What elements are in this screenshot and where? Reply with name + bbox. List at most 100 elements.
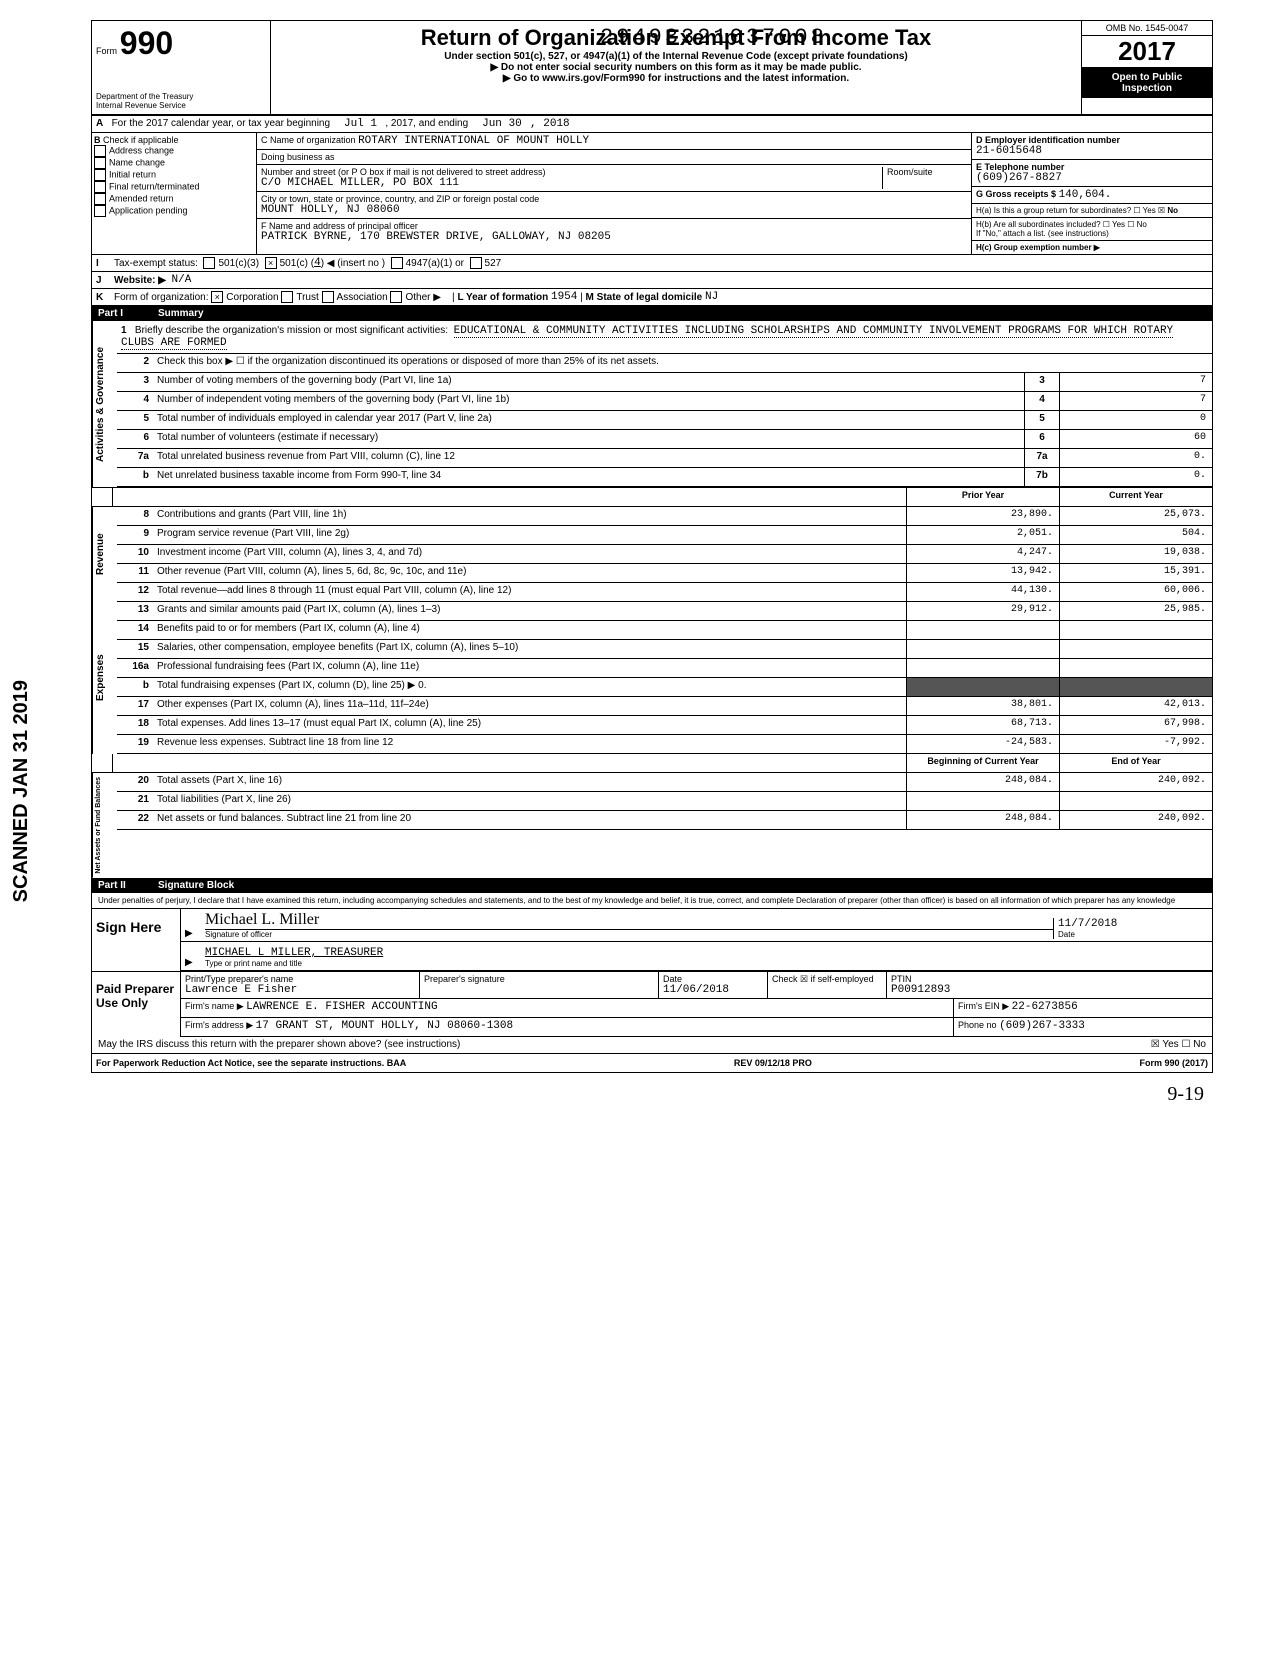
website-value: N/A [172, 274, 192, 286]
row-desc: Investment income (Part VIII, column (A)… [153, 545, 906, 563]
g6-box: 6 [1024, 430, 1059, 448]
row-num: 19 [117, 735, 153, 753]
row-num: 14 [117, 621, 153, 639]
cb-corp[interactable]: × [211, 291, 223, 303]
row-num: 9 [117, 526, 153, 544]
cb-pending[interactable] [94, 205, 106, 217]
row-num: 13 [117, 602, 153, 620]
row-prior: 23,890. [906, 507, 1059, 525]
g7b-desc: Net unrelated business taxable income fr… [153, 468, 1024, 486]
row-desc: Benefits paid to or for members (Part IX… [153, 621, 906, 639]
cb-amended[interactable] [94, 193, 106, 205]
state-label: M State of legal domicile [586, 292, 703, 303]
sign-block: Sign Here ▶ Michael L. Miller Signature … [92, 908, 1212, 971]
c-name-label: C Name of organization [261, 135, 356, 145]
row-desc: Total revenue—add lines 8 through 11 (mu… [153, 583, 906, 601]
row-num: 10 [117, 545, 153, 563]
cb-527[interactable] [470, 257, 482, 269]
table-row: 22Net assets or fund balances. Subtract … [117, 811, 1212, 830]
row-curr: 25,985. [1059, 602, 1212, 620]
row-desc: Total fundraising expenses (Part IX, col… [153, 678, 906, 696]
opt-527: 527 [485, 258, 502, 269]
line-k: K Form of organization: ×Corporation Tru… [92, 289, 1212, 306]
prep-date: 11/06/2018 [663, 984, 729, 996]
part-2-label: Part II [98, 880, 158, 891]
g6-num: 6 [117, 430, 153, 448]
row-curr: 60,006. [1059, 583, 1212, 601]
row-curr: 240,092. [1059, 811, 1212, 829]
g7b-num: b [117, 468, 153, 486]
prep-date-label: Date [663, 974, 682, 984]
g5-box: 5 [1024, 411, 1059, 429]
opt-amended: Amended return [109, 193, 174, 203]
subtitle-2: ▶ Do not enter social security numbers o… [275, 62, 1077, 73]
opt-suffix: ) ◀ (insert no ) [321, 258, 385, 269]
row-desc: Program service revenue (Part VIII, line… [153, 526, 906, 544]
discuss-no: ☐ No [1181, 1039, 1206, 1050]
phone-value: (609)267-8827 [976, 172, 1062, 184]
ein-label: Firm's EIN ▶ [958, 1001, 1009, 1011]
line-j: J Website: ▶ N/A [92, 272, 1212, 289]
begin-year-header: Beginning of Current Year [906, 754, 1059, 772]
cb-final[interactable] [94, 181, 106, 193]
opt-assoc: Association [337, 292, 388, 303]
sig-label: Signature of officer [205, 930, 1053, 939]
row-curr: 15,391. [1059, 564, 1212, 582]
dba-label: Doing business as [261, 152, 335, 162]
g3-box: 3 [1024, 373, 1059, 391]
city-label: City or town, state or province, country… [261, 194, 539, 204]
row-curr: 240,092. [1059, 773, 1212, 791]
hb-note: If "No," attach a list. (see instruction… [976, 229, 1109, 238]
row-desc: Salaries, other compensation, employee b… [153, 640, 906, 658]
cb-trust[interactable] [281, 291, 293, 303]
ptin-label: PTIN [891, 974, 912, 984]
cb-501c[interactable]: × [265, 257, 277, 269]
cb-501c3[interactable] [203, 257, 215, 269]
officer-signature: Michael L. Miller [205, 911, 1053, 930]
name-label: Type or print name and title [205, 959, 1208, 968]
date-label: Date [1058, 930, 1208, 939]
year-form-value: 1954 [551, 291, 577, 303]
row-desc: Other expenses (Part IX, column (A), lin… [153, 697, 906, 715]
g1-desc: Briefly describe the organization's miss… [135, 325, 448, 336]
row-num: 8 [117, 507, 153, 525]
row-prior [906, 621, 1059, 639]
cb-name-change[interactable] [94, 157, 106, 169]
omb-number: OMB No. 1545-0047 [1082, 21, 1212, 36]
scanned-stamp: SCANNED JAN 31 2019 [10, 680, 33, 902]
part-1-label: Part I [98, 308, 158, 319]
firm-name: LAWRENCE E. FISHER ACCOUNTING [246, 1001, 437, 1013]
501c-num: 4 [314, 257, 321, 269]
prep-name: Lawrence E Fisher [185, 984, 297, 996]
table-row: 14Benefits paid to or for members (Part … [117, 621, 1212, 640]
cb-other[interactable] [390, 291, 402, 303]
opt-address: Address change [109, 145, 174, 155]
table-row: 15Salaries, other compensation, employee… [117, 640, 1212, 659]
subtitle-3: ▶ Go to www.irs.gov/Form990 for instruct… [275, 73, 1077, 84]
g4-box: 4 [1024, 392, 1059, 410]
cb-4947[interactable] [391, 257, 403, 269]
preparer-block: Paid Preparer Use Only Print/Type prepar… [92, 971, 1212, 1037]
line-a-label: For the 2017 calendar year, or tax year … [112, 118, 330, 129]
officer-info: PATRICK BYRNE, 170 BREWSTER DRIVE, GALLO… [261, 231, 611, 243]
row-desc: Contributions and grants (Part VIII, lin… [153, 507, 906, 525]
row-curr [1059, 659, 1212, 677]
row-prior: 248,084. [906, 773, 1059, 791]
row-prior [906, 659, 1059, 677]
table-row: 18Total expenses. Add lines 13–17 (must … [117, 716, 1212, 735]
tax-status-label: Tax-exempt status: [114, 258, 198, 269]
table-row: 19Revenue less expenses. Subtract line 1… [117, 735, 1212, 754]
row-num: 16a [117, 659, 153, 677]
prep-sig-label: Preparer's signature [424, 974, 505, 984]
cb-assoc[interactable] [322, 291, 334, 303]
officer-name: MICHAEL L MILLER, TREASURER [205, 947, 1208, 959]
opt-name: Name change [109, 157, 165, 167]
cb-address-change[interactable] [94, 145, 106, 157]
row-curr [1059, 621, 1212, 639]
cb-initial[interactable] [94, 169, 106, 181]
website-label: Website: ▶ [114, 275, 166, 286]
g7b-box: 7b [1024, 468, 1059, 486]
row-prior: 248,084. [906, 811, 1059, 829]
bottom-handwriting: 9-19 [20, 1073, 1264, 1116]
end-month: Jun 30 [482, 118, 522, 130]
